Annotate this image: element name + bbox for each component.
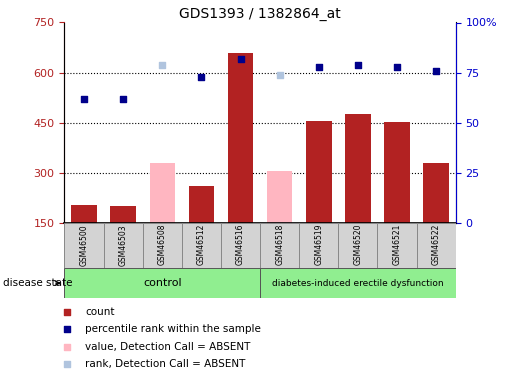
Bar bbox=[221, 223, 260, 268]
Text: count: count bbox=[85, 307, 115, 317]
Point bbox=[119, 96, 127, 102]
Point bbox=[315, 64, 323, 70]
Point bbox=[393, 64, 401, 70]
Text: GSM46520: GSM46520 bbox=[353, 224, 363, 266]
Text: GSM46521: GSM46521 bbox=[392, 224, 402, 266]
Text: GSM46500: GSM46500 bbox=[79, 224, 89, 266]
Bar bbox=[64, 223, 104, 268]
Point bbox=[80, 96, 88, 102]
Bar bbox=[104, 223, 143, 268]
Bar bbox=[64, 268, 260, 298]
Bar bbox=[260, 223, 299, 268]
Bar bbox=[306, 121, 332, 223]
Point bbox=[63, 326, 72, 332]
Text: value, Detection Call = ABSENT: value, Detection Call = ABSENT bbox=[85, 342, 251, 352]
Text: GSM46518: GSM46518 bbox=[275, 224, 284, 266]
Bar bbox=[345, 114, 371, 223]
Point bbox=[432, 68, 440, 74]
Text: rank, Detection Call = ABSENT: rank, Detection Call = ABSENT bbox=[85, 359, 246, 369]
Bar bbox=[149, 163, 175, 223]
Bar bbox=[423, 163, 449, 223]
Bar bbox=[182, 223, 221, 268]
Text: GSM46503: GSM46503 bbox=[118, 224, 128, 266]
Bar bbox=[384, 122, 410, 223]
Point bbox=[354, 62, 362, 68]
Bar bbox=[338, 223, 377, 268]
Text: GSM46522: GSM46522 bbox=[432, 224, 441, 266]
Title: GDS1393 / 1382864_at: GDS1393 / 1382864_at bbox=[179, 8, 341, 21]
Point bbox=[197, 74, 205, 80]
Text: GSM46508: GSM46508 bbox=[158, 224, 167, 266]
Bar bbox=[188, 186, 214, 223]
Point bbox=[276, 72, 284, 78]
Bar bbox=[71, 205, 97, 223]
Point bbox=[63, 309, 72, 315]
Text: disease state: disease state bbox=[3, 278, 72, 288]
Point bbox=[236, 56, 245, 62]
Text: GSM46519: GSM46519 bbox=[314, 224, 323, 266]
Point bbox=[63, 344, 72, 350]
Bar bbox=[143, 223, 182, 268]
Text: control: control bbox=[143, 278, 181, 288]
Bar bbox=[228, 53, 253, 223]
Text: GSM46516: GSM46516 bbox=[236, 224, 245, 266]
Point bbox=[63, 361, 72, 367]
Bar bbox=[299, 223, 338, 268]
Bar bbox=[267, 171, 293, 223]
Text: diabetes-induced erectile dysfunction: diabetes-induced erectile dysfunction bbox=[272, 279, 444, 288]
Text: percentile rank within the sample: percentile rank within the sample bbox=[85, 324, 262, 334]
Bar bbox=[110, 206, 136, 223]
Bar bbox=[417, 223, 456, 268]
Bar bbox=[377, 223, 417, 268]
Point bbox=[158, 62, 166, 68]
Bar bbox=[260, 268, 456, 298]
Text: GSM46512: GSM46512 bbox=[197, 224, 206, 266]
